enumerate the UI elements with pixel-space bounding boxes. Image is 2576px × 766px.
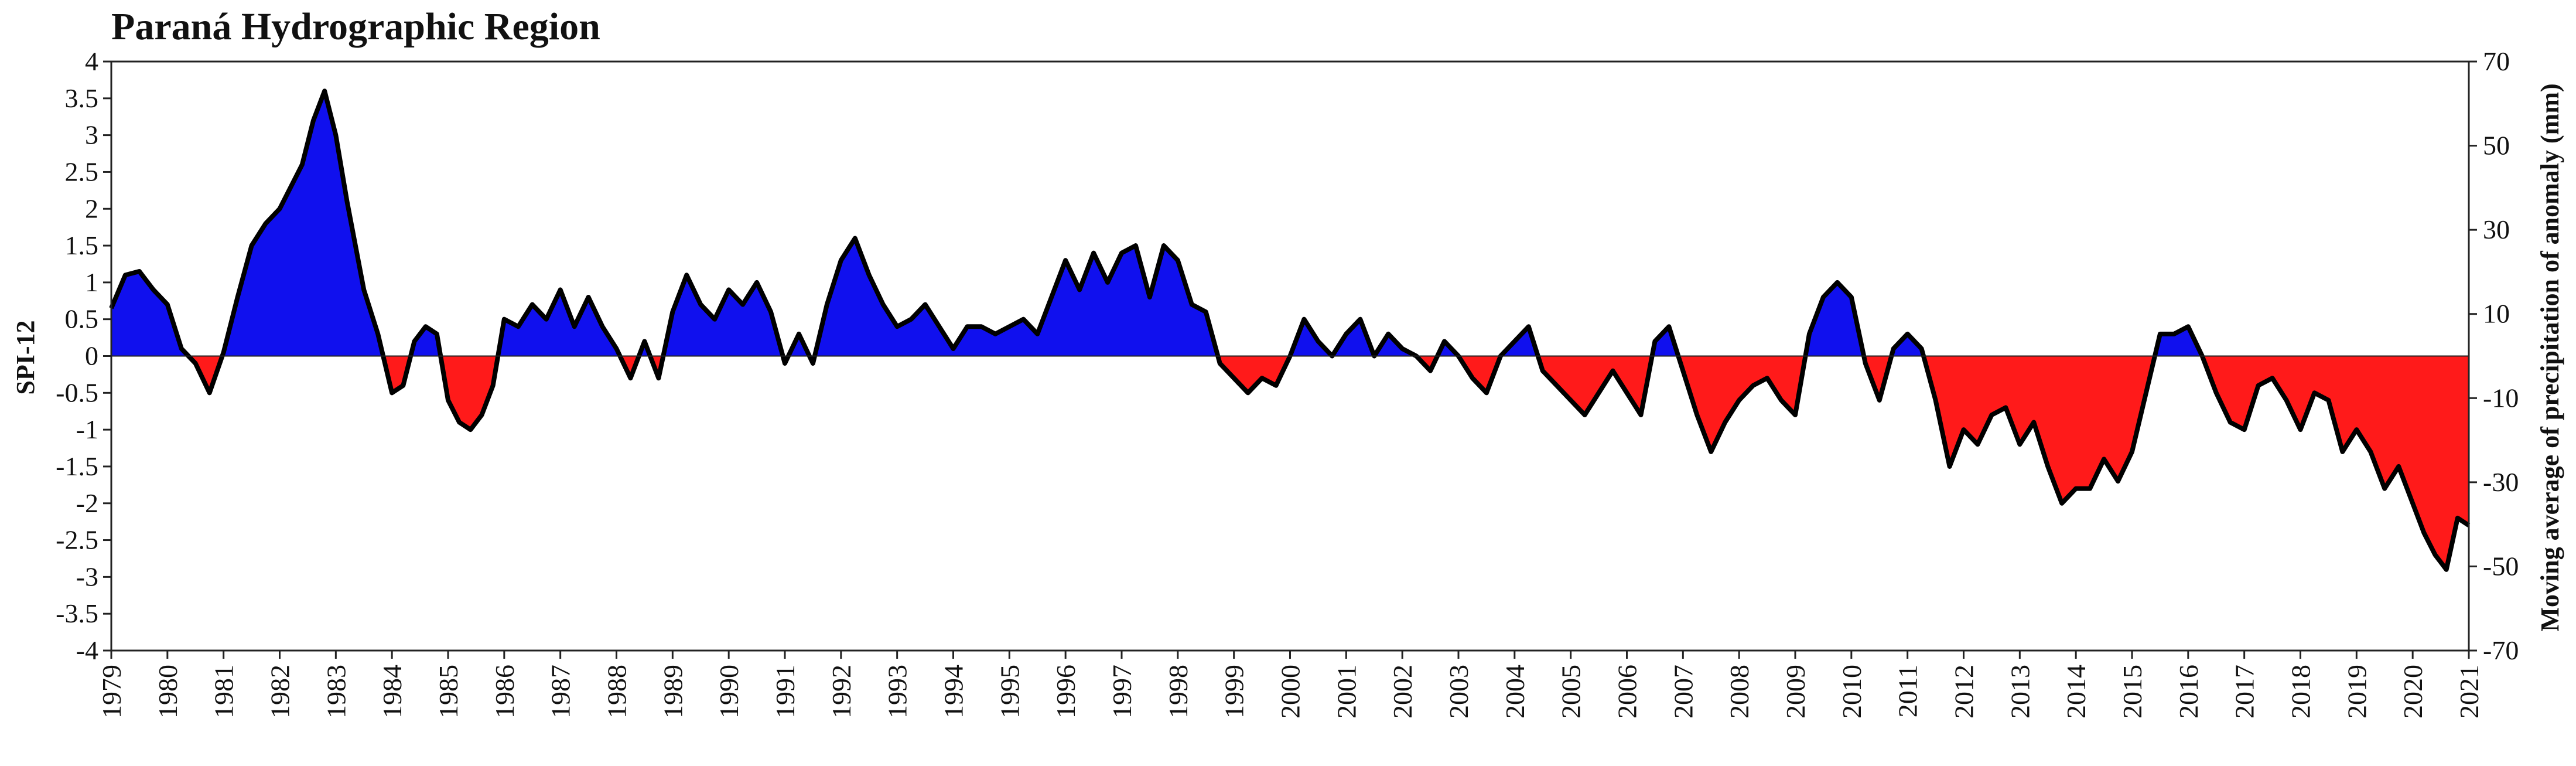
- y2-tick-label: -50: [2483, 551, 2519, 581]
- x-tick-label: 1997: [1107, 665, 1137, 719]
- y-tick-label: -1: [76, 414, 98, 444]
- x-tick-label: 2015: [2117, 665, 2147, 719]
- x-tick-label: 1996: [1051, 665, 1081, 719]
- y-tick-label: 1: [85, 267, 98, 297]
- x-tick-label: 2001: [1331, 665, 1361, 719]
- x-tick-label: 1979: [97, 665, 127, 719]
- x-tick-label: 2009: [1781, 665, 1810, 719]
- x-tick-label: 1990: [714, 665, 744, 719]
- x-tick-labels: 1979 1980 1981 1982 1983 1984 1985 1986 1987 1988…: [97, 651, 2484, 719]
- y2-tick-label: -10: [2483, 383, 2519, 413]
- x-tick-label: 1981: [209, 665, 239, 719]
- y-tick-label: 0.5: [65, 304, 99, 334]
- x-tick-label: 2013: [2005, 665, 2035, 719]
- y-tick-label: -3: [76, 561, 98, 591]
- x-tick-label: 1989: [658, 665, 688, 719]
- y-tick-label: -0.5: [56, 377, 98, 407]
- x-tick-label: 2020: [2398, 665, 2428, 719]
- x-tick-label: 2016: [2174, 665, 2203, 719]
- x-tick-label: 2014: [2061, 665, 2091, 719]
- x-tick-label: 2006: [1612, 665, 1642, 719]
- moving-average-line-layer: [109, 88, 2471, 572]
- x-tick-label: 1983: [321, 665, 351, 719]
- x-tick-label: 1992: [826, 665, 856, 719]
- x-tick-label: 1986: [490, 665, 520, 719]
- x-tick-label: 2017: [2230, 665, 2260, 719]
- x-tick-label: 1999: [1219, 665, 1249, 719]
- y2-tick-label: -70: [2483, 635, 2519, 665]
- x-tick-label: 2003: [1444, 665, 1474, 719]
- x-tick-label: 2004: [1500, 665, 1530, 719]
- x-tick-label: 1980: [153, 665, 183, 719]
- y2-tick-label: -30: [2483, 467, 2519, 497]
- y2-tick-label: 50: [2483, 131, 2510, 161]
- y-tick-label: 2.5: [65, 156, 99, 186]
- x-tick-label: 1995: [995, 665, 1024, 719]
- spi-negative-area: [188, 356, 2469, 570]
- x-tick-label: 2012: [1949, 665, 1979, 719]
- y2-axis-label: Moving average of precipitation of anoma…: [2536, 83, 2564, 631]
- x-tick-label: 1998: [1163, 665, 1193, 719]
- y2-tick-label: 10: [2483, 299, 2510, 329]
- x-tick-label: 1982: [265, 665, 295, 719]
- x-tick-label: 2021: [2454, 665, 2484, 719]
- y-tick-label: 4: [85, 46, 98, 76]
- y2-tick-label: 30: [2483, 215, 2510, 244]
- y-tick-label: -2: [76, 488, 98, 518]
- y-tick-label: -1.5: [56, 451, 98, 481]
- y-tick-label: -3.5: [56, 598, 98, 628]
- x-tick-label: 2011: [1893, 665, 1923, 717]
- x-tick-label: 1994: [939, 665, 969, 719]
- x-tick-label: 1984: [377, 665, 407, 719]
- x-tick-label: 1985: [433, 665, 463, 719]
- spi-positive-area: [111, 91, 2202, 356]
- x-tick-label: 2010: [1837, 665, 1867, 719]
- y-axis-label: SPI-12: [11, 320, 40, 394]
- x-tick-label: 2000: [1276, 665, 1306, 719]
- y-tick-label: 1.5: [65, 230, 99, 260]
- x-tick-label: 2005: [1556, 665, 1586, 719]
- axes-layer: [110, 60, 2470, 652]
- left-y-tick-labels: 4 3.5 3 2.5 2 1.5 1 0.5 0 -0.5 -1 -1.5 -2 -2.5 -3 -3.5 -…: [56, 46, 111, 665]
- x-tick-label: 2002: [1388, 665, 1417, 719]
- y-tick-label: 3: [85, 120, 98, 150]
- x-tick-label: 2018: [2286, 665, 2316, 719]
- x-tick-label: 2008: [1724, 665, 1754, 719]
- y-tick-label: 3.5: [65, 83, 99, 113]
- right-y-tick-labels: 70 50 30 10 -10 -30 -50 -70: [2469, 46, 2519, 665]
- y2-tick-label: 70: [2483, 46, 2510, 76]
- x-tick-label: 1991: [770, 665, 800, 719]
- y-tick-label: -2.5: [56, 525, 98, 555]
- moving-average-line: [109, 88, 2471, 572]
- x-tick-label: 2007: [1668, 665, 1698, 719]
- x-tick-label: 1988: [602, 665, 632, 719]
- y-tick-label: 2: [85, 193, 98, 223]
- spi-area-layer: [111, 91, 2469, 570]
- x-tick-label: 1993: [883, 665, 913, 719]
- y-tick-label: 0: [85, 341, 98, 371]
- y-tick-label: -4: [76, 635, 98, 665]
- x-tick-label: 1987: [546, 665, 576, 719]
- x-tick-label: 2019: [2342, 665, 2372, 719]
- chart-title: Paraná Hydrographic Region: [111, 5, 600, 48]
